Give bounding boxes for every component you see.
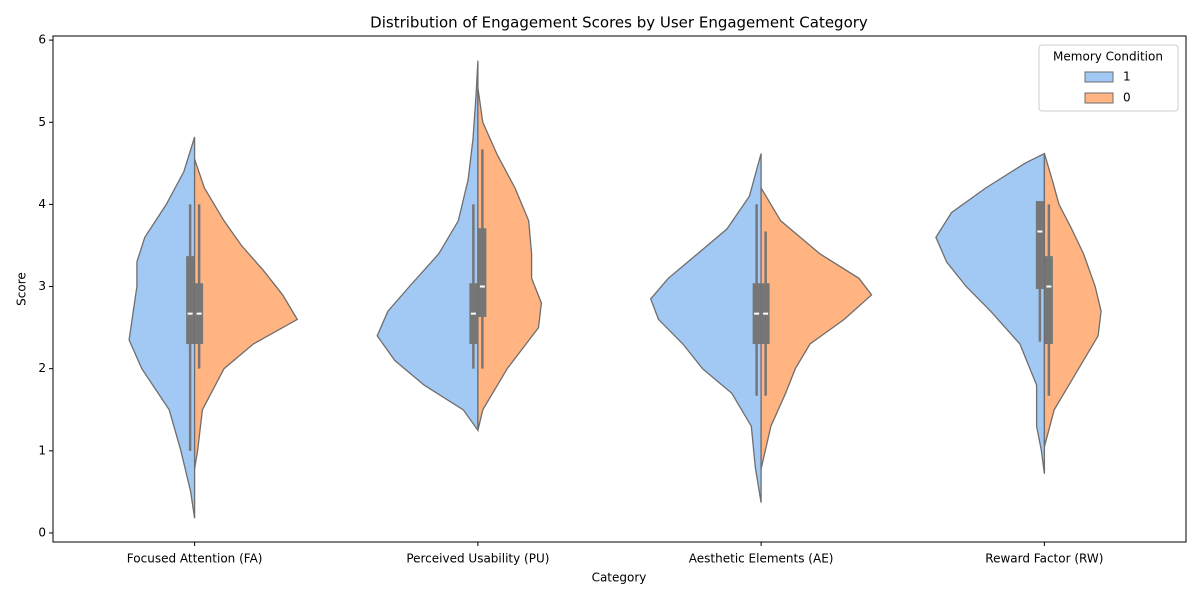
legend-label: 1 [1123,70,1131,84]
y-tick-label: 0 [38,525,46,539]
box [1044,256,1053,345]
y-tick-label: 6 [38,33,46,47]
x-axis-label: Category [592,571,647,585]
y-tick-label: 2 [38,361,46,375]
box [1035,201,1044,289]
box [478,228,487,317]
x-tick-label: Perceived Usability (PU) [406,552,549,566]
x-tick-label: Aesthetic Elements (AE) [689,552,834,566]
chart-title: Distribution of Engagement Scores by Use… [370,14,868,32]
violin [760,185,873,470]
y-tick-label: 5 [38,115,46,129]
y-tick-label: 3 [38,279,46,293]
y-tick-label: 4 [38,197,46,211]
x-tick-label: Reward Factor (RW) [985,552,1103,566]
x-tick-label: Focused Attention (FA) [127,552,263,566]
box [186,256,195,345]
violin [935,152,1046,474]
violin [477,87,543,431]
violin [1043,153,1102,447]
legend-swatch [1084,71,1114,83]
violin [128,136,196,519]
legend-swatch [1084,92,1114,104]
violin [649,153,762,503]
violin [376,60,479,433]
y-tick-label: 1 [38,443,46,457]
violin [193,158,299,470]
legend-title: Memory Condition [1053,50,1163,64]
y-axis-label: Score [15,272,29,306]
legend-label: 0 [1123,91,1131,105]
plot-frame [52,35,1187,543]
